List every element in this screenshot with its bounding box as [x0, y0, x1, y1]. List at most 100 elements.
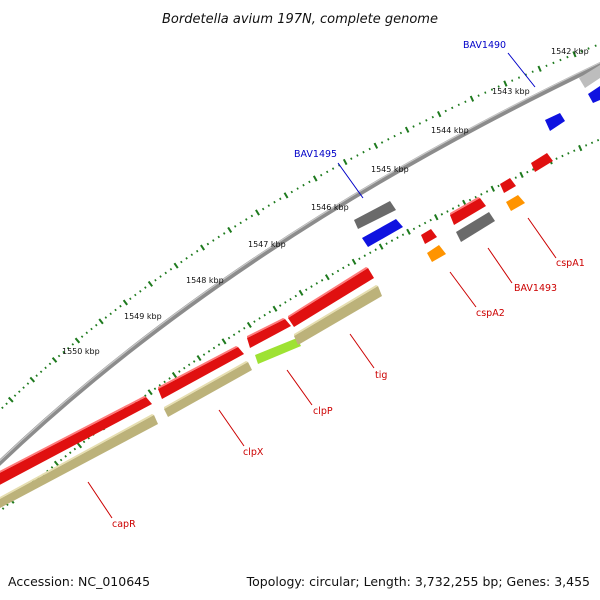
outer-minor-tick: [464, 100, 467, 103]
inner-minor-tick: [342, 266, 345, 270]
gene-block-bav1493-grey[interactable]: [456, 212, 495, 242]
gene-label-capr[interactable]: capR: [112, 519, 136, 530]
accession-text: Accession: NC_010645: [8, 574, 150, 589]
gene-block-bav1495-blue[interactable]: [362, 219, 403, 247]
inner-minor-tick: [263, 313, 266, 317]
outer-minor-tick: [109, 312, 112, 316]
gene-block-clpp[interactable]: [247, 319, 291, 348]
outer-minor-tick: [5, 402, 8, 406]
gene-block-cspa1-orange[interactable]: [506, 195, 525, 211]
gene-block-cspa1[interactable]: [500, 178, 516, 193]
inner-minor-tick: [526, 170, 529, 174]
outer-minor-tick: [444, 109, 447, 113]
outer-major-tick: [147, 280, 153, 287]
gene-label-tig[interactable]: tig: [375, 370, 387, 381]
inner-major-tick: [298, 289, 304, 296]
outer-minor-tick: [290, 190, 293, 194]
gene-block-clpp-green[interactable]: [255, 338, 301, 364]
gene-block-tig[interactable]: [288, 268, 374, 327]
outer-major-tick: [503, 80, 508, 87]
inner-minor-tick: [474, 195, 477, 199]
gene-block-cspa2[interactable]: [421, 229, 437, 244]
outer-tick-track: [1, 44, 597, 410]
inner-minor-tick: [331, 272, 334, 276]
gene-block-bav1493[interactable]: [450, 198, 486, 225]
inner-minor-tick: [310, 285, 313, 288]
outer-major-tick: [98, 318, 104, 325]
inner-major-tick: [378, 243, 384, 250]
inner-minor-tick: [446, 210, 449, 213]
gene-block-tig-rna-top: [294, 285, 378, 336]
genome-stats-text: Topology: circular; Length: 3,732,255 bp…: [246, 574, 590, 589]
inner-minor-tick: [358, 257, 361, 260]
outer-minor-tick: [331, 167, 335, 170]
outer-minor-tick: [239, 221, 242, 225]
outer-minor-tick: [1, 406, 4, 410]
outer-minor-tick: [545, 64, 548, 68]
gene-label-cspa2[interactable]: cspA2: [476, 308, 505, 319]
outer-major-tick: [373, 142, 379, 149]
inner-minor-tick: [294, 294, 297, 298]
kbp-label-1548: 1548 kbp: [186, 276, 224, 285]
gene-label-clpp[interactable]: clpP: [313, 406, 333, 417]
gene-block-tig-rna[interactable]: [294, 286, 382, 345]
inner-minor-tick: [468, 198, 472, 202]
gene-blocks: [0, 65, 600, 508]
outer-minor-tick: [66, 346, 70, 350]
gene-block-clpx[interactable]: [158, 347, 244, 399]
outer-minor-tick: [418, 122, 422, 125]
kbp-label-1549: 1549 kbp: [124, 312, 162, 321]
outer-minor-tick: [399, 131, 403, 135]
outer-major-tick: [7, 396, 14, 403]
inner-minor-tick: [50, 466, 54, 469]
inner-minor-tick: [347, 263, 350, 267]
outer-minor-tick: [44, 366, 47, 370]
inner-minor-tick: [315, 282, 318, 285]
outer-minor-tick: [296, 187, 299, 190]
inner-minor-tick: [567, 152, 570, 155]
gene-label-bav1493[interactable]: BAV1493: [514, 283, 557, 294]
gene-label-cspa1[interactable]: cspA1: [556, 258, 585, 269]
kbp-label-1546: 1546 kbp: [311, 203, 349, 212]
gene-block-clpx-top: [158, 346, 238, 389]
inner-minor-tick: [73, 447, 77, 451]
inner-minor-tick: [178, 370, 181, 373]
outer-major-tick: [342, 158, 348, 166]
gene-label-bav1490[interactable]: BAV1490: [463, 40, 506, 51]
outer-minor-tick: [302, 183, 305, 187]
inner-major-tick: [519, 171, 524, 179]
gene-label-clpx[interactable]: clpX: [243, 447, 264, 458]
gene-label-bav1495[interactable]: BAV1495: [294, 149, 337, 160]
inner-minor-tick: [212, 346, 216, 350]
outer-major-tick: [29, 376, 36, 383]
inner-minor-tick: [207, 350, 211, 353]
kbp-label-1545: 1545 kbp: [371, 165, 409, 174]
leader-cspa1: [527, 217, 557, 259]
inner-minor-tick: [363, 254, 366, 257]
inner-minor-tick: [305, 288, 308, 291]
inner-minor-tick: [232, 333, 236, 337]
outer-minor-tick: [267, 204, 270, 207]
inner-minor-tick: [497, 184, 500, 188]
gene-block-red-small[interactable]: [531, 153, 553, 172]
gene-block-clpx-rna[interactable]: [164, 362, 252, 417]
gene-block-bav1490-blue-a[interactable]: [545, 113, 565, 131]
gene-block-capr-rna[interactable]: [0, 415, 158, 508]
outer-minor-tick: [22, 386, 25, 389]
outer-minor-tick: [129, 297, 132, 301]
inner-minor-tick: [237, 330, 241, 333]
gene-block-lightgrey[interactable]: [579, 65, 600, 88]
outer-major-tick: [283, 192, 289, 199]
inner-minor-tick: [561, 154, 564, 158]
leader-bav1495: [337, 162, 364, 199]
outer-minor-tick: [13, 394, 17, 397]
outer-minor-tick: [144, 286, 147, 289]
inner-minor-tick: [457, 204, 460, 207]
gene-block-capr[interactable]: [0, 397, 152, 490]
gene-block-bav1490-blue-b[interactable]: [588, 86, 600, 103]
outer-minor-tick: [559, 58, 562, 62]
inner-minor-tick: [596, 138, 600, 142]
outer-major-tick: [255, 209, 260, 216]
gene-block-cspa2-orange[interactable]: [427, 245, 446, 262]
gene-block-bav1495-grey[interactable]: [354, 201, 396, 229]
